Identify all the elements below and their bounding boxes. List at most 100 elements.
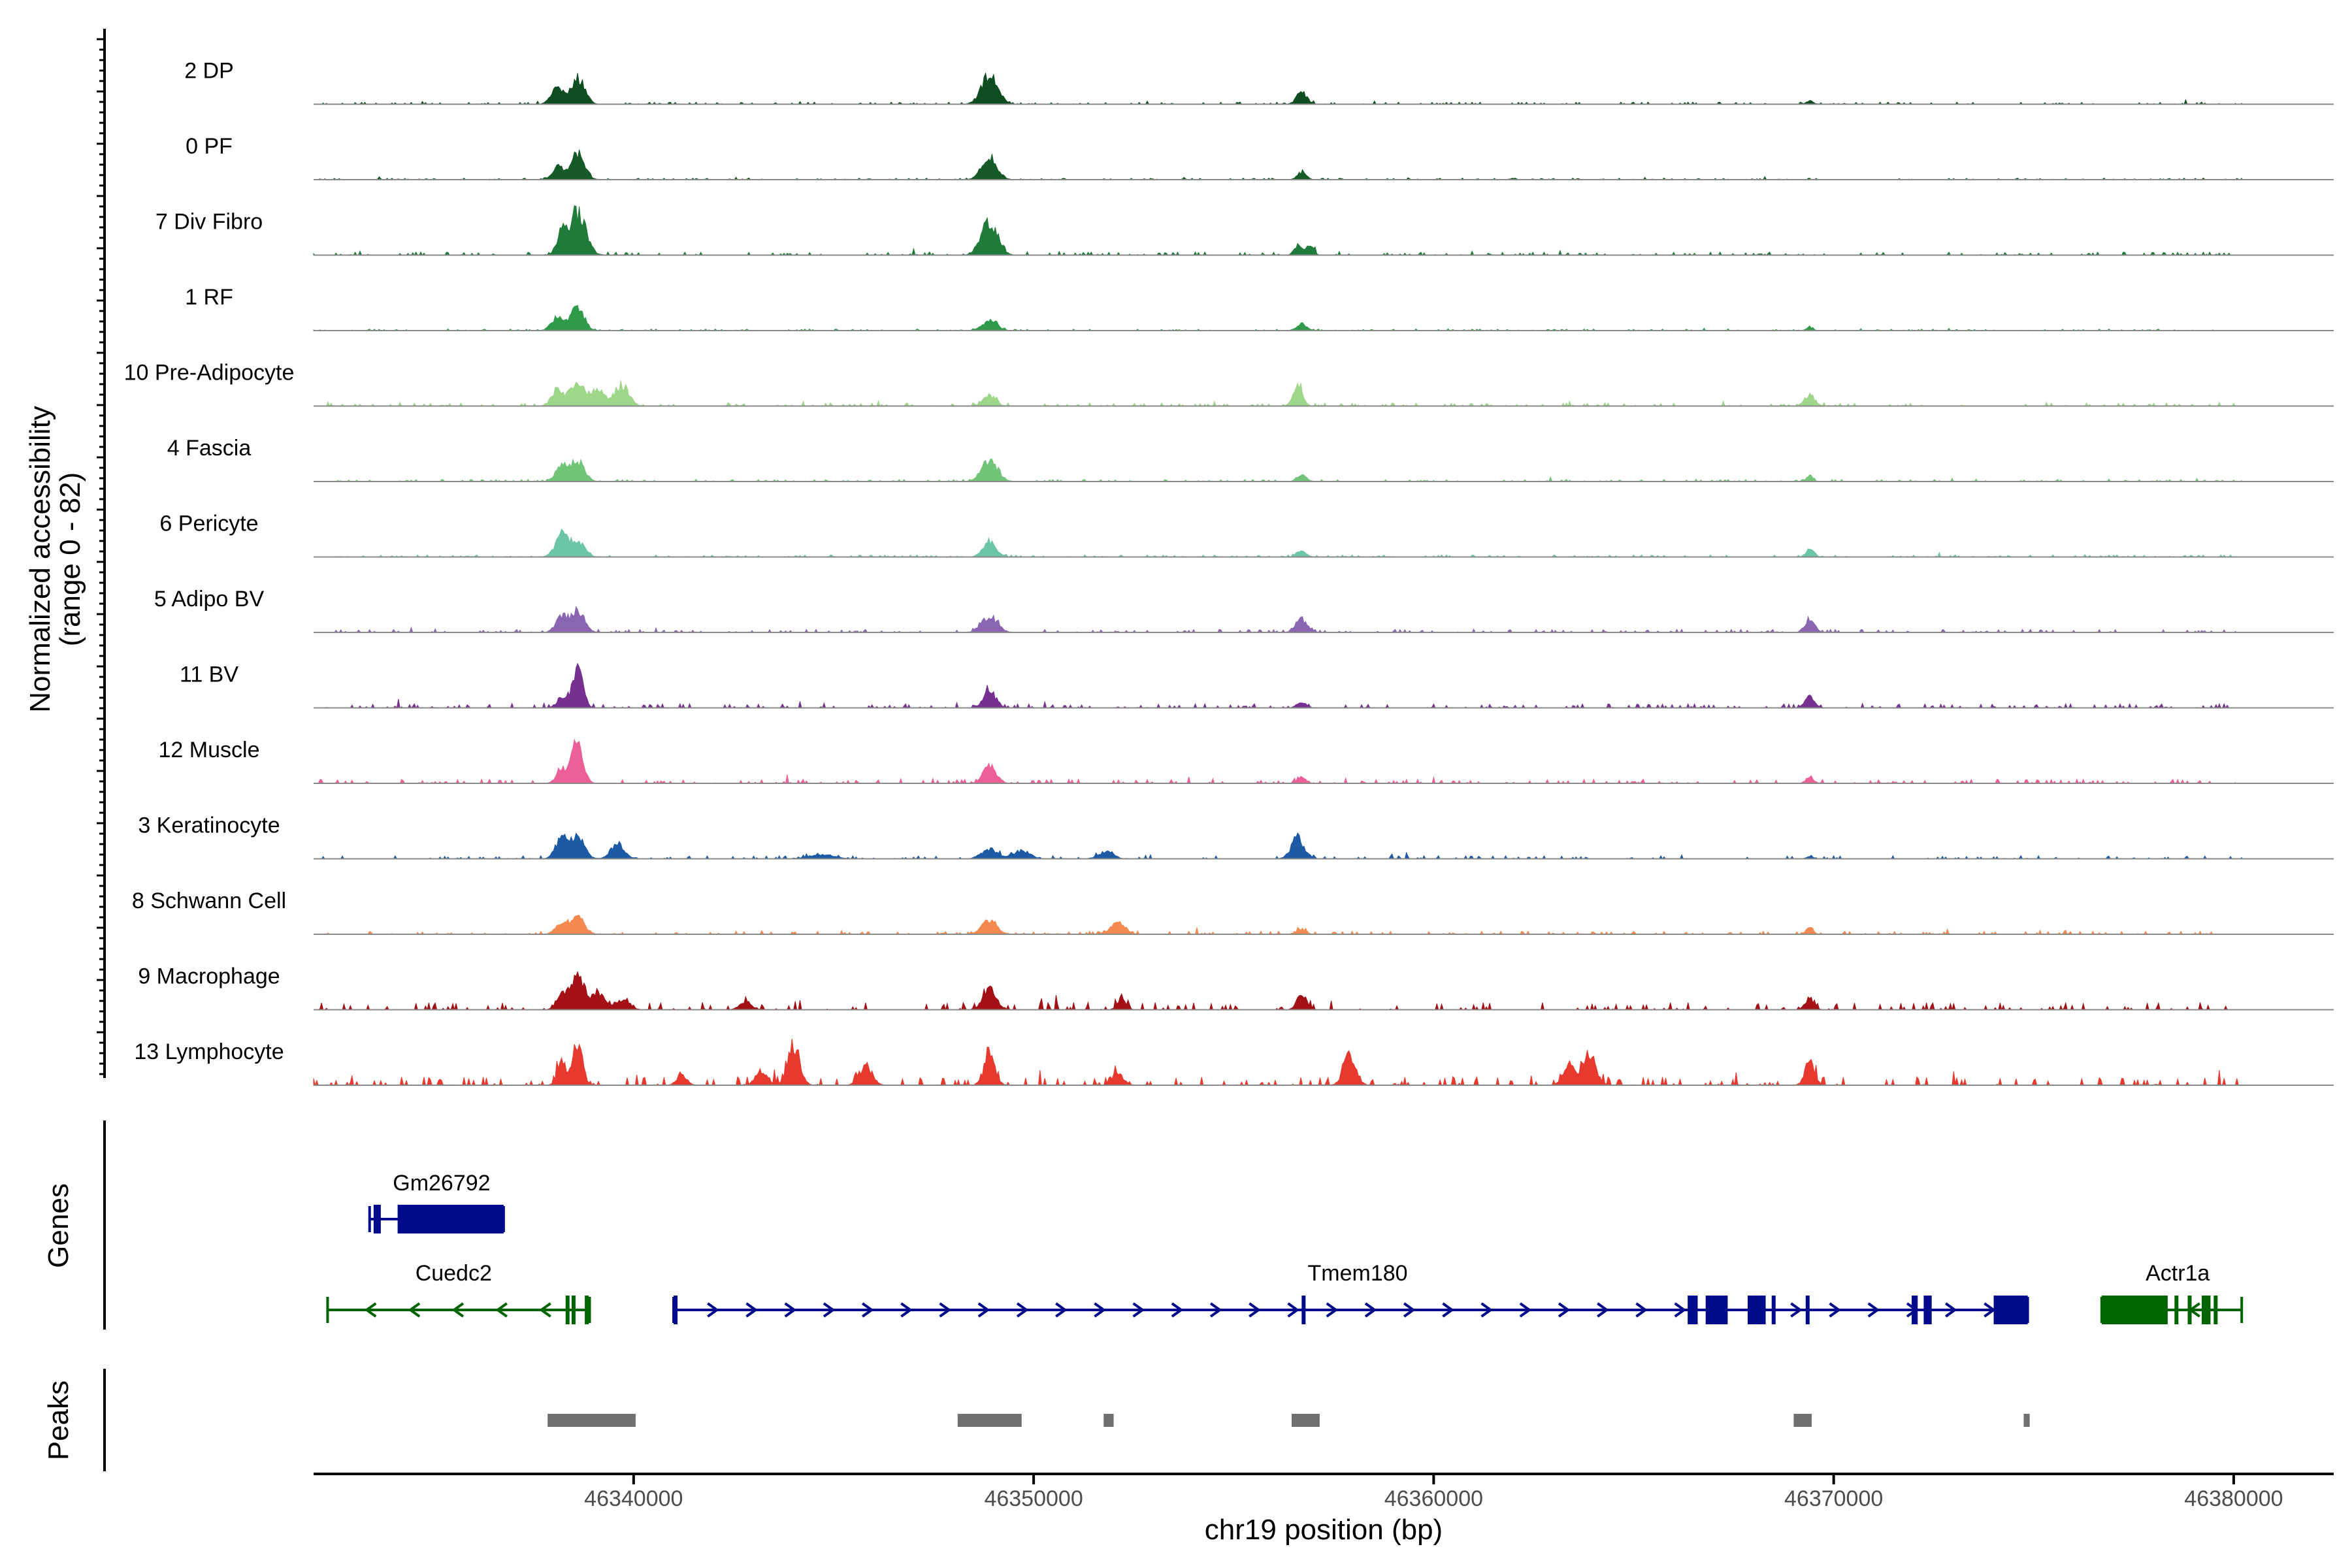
strand-arrow (1055, 1302, 1068, 1318)
exon (1993, 1296, 2028, 1324)
strand-arrow (1597, 1302, 1609, 1318)
track-10: 12 Muscle (159, 738, 2334, 785)
track-label: 5 Adipo BV (154, 587, 265, 612)
track-label: 7 Div Fibro (155, 210, 263, 235)
gene-cuedc2: Cuedc2 (326, 1261, 591, 1324)
gene-label: Cuedc2 (416, 1261, 492, 1286)
track-label: 13 Lymphocyte (134, 1039, 284, 1064)
x-tick-label: 46340000 (584, 1486, 683, 1511)
track-4: 1 RF (185, 285, 2334, 331)
strand-arrow (539, 1302, 551, 1318)
strand-arrow (1403, 1302, 1416, 1318)
peak-region (2023, 1414, 2030, 1427)
peaks-label: Peaks (42, 1380, 74, 1460)
strand-arrow (1326, 1302, 1339, 1318)
track-5: 10 Pre-Adipocyte (124, 361, 2334, 407)
strand-arrow (1519, 1302, 1532, 1318)
strand-arrow (364, 1302, 377, 1318)
track-label: 12 Muscle (159, 738, 260, 762)
strand-arrow (1287, 1302, 1299, 1318)
strand-arrow (408, 1302, 421, 1318)
exon (2213, 1296, 2218, 1324)
strand-arrow (1480, 1302, 1494, 1318)
peak-region (1292, 1414, 1320, 1427)
exon (1912, 1296, 1918, 1324)
track-14: 13 Lymphocyte (134, 1038, 2334, 1086)
exon (585, 1296, 589, 1324)
strand-arrow (1442, 1302, 1454, 1318)
gene-actr1a: Actr1a (2100, 1261, 2244, 1324)
strand-arrow (1674, 1302, 1687, 1318)
strand-arrow (1171, 1302, 1184, 1318)
x-tick-label: 46380000 (2184, 1486, 2283, 1511)
track-label: 1 RF (185, 285, 233, 310)
genes-label: Genes (42, 1183, 74, 1268)
track-2: 0 PF (186, 134, 2334, 180)
y-axis-label-line1: Normalized accessibility (24, 406, 56, 712)
track-3: 7 Div Fibro (155, 205, 2334, 256)
strand-arrow (1209, 1302, 1222, 1318)
strand-arrow (1094, 1302, 1106, 1318)
peak-region (957, 1414, 1022, 1427)
track-label: 8 Schwann Cell (132, 889, 286, 913)
gene-label: Tmem180 (1308, 1261, 1408, 1286)
track-8: 5 Adipo BV (154, 587, 2334, 633)
strand-arrow (1945, 1302, 1957, 1318)
track-1: 2 DP (184, 59, 2334, 105)
strand-arrow (823, 1302, 836, 1318)
exon (1923, 1296, 1932, 1324)
exon (571, 1296, 576, 1324)
exon (565, 1296, 570, 1324)
track-label: 2 DP (184, 59, 234, 84)
strand-arrow (1984, 1302, 1996, 1318)
exon (1805, 1296, 1810, 1324)
exon (2201, 1296, 2211, 1324)
exon (1705, 1296, 1728, 1324)
strand-arrow (1635, 1302, 1648, 1318)
genes-track: Gm26792 Cuedc2 Tmem180 Actr1a (326, 1171, 2244, 1324)
track-9: 11 BV (180, 662, 2334, 709)
exon (373, 1205, 381, 1233)
x-axis-label: chr19 position (bp) (1205, 1514, 1443, 1546)
gene-label: Actr1a (2146, 1261, 2210, 1286)
exon (1688, 1296, 1698, 1324)
exon (2187, 1296, 2192, 1324)
exon (674, 1296, 678, 1324)
gene-label: Gm26792 (393, 1171, 490, 1196)
peak-region (1103, 1414, 1114, 1427)
peak-region (547, 1414, 636, 1427)
strand-arrow (900, 1302, 913, 1318)
gene-gm26792: Gm26792 (368, 1171, 505, 1233)
exon (1301, 1296, 1306, 1324)
exon (1771, 1296, 1776, 1324)
x-tick-label: 46360000 (1384, 1486, 1483, 1511)
x-tick-label: 46350000 (984, 1486, 1083, 1511)
track-label: 6 Pericyte (159, 512, 258, 536)
exon (2101, 1296, 2168, 1324)
strand-arrow (784, 1302, 797, 1318)
strand-arrow (1829, 1302, 1841, 1318)
track-6: 4 Fascia (167, 436, 2334, 482)
exon (2174, 1296, 2179, 1324)
track-13: 9 Macrophage (138, 964, 2334, 1011)
track-label: 9 Macrophage (138, 964, 280, 989)
strand-arrow (1790, 1302, 1803, 1318)
gene-tmem180: Tmem180 (672, 1261, 2029, 1324)
strand-arrow (1558, 1302, 1571, 1318)
x-tick-label: 46370000 (1784, 1486, 1883, 1511)
track-label: 4 Fascia (167, 436, 252, 461)
strand-arrow (1132, 1302, 1145, 1318)
strand-arrow (1249, 1302, 1261, 1318)
track-label: 11 BV (180, 662, 238, 687)
track-11: 3 Keratinocyte (138, 813, 2334, 860)
peaks-track (547, 1414, 2030, 1427)
strand-arrow (745, 1302, 758, 1318)
strand-arrow (707, 1302, 719, 1318)
track-label: 10 Pre-Adipocyte (124, 361, 295, 385)
x-axis-ticks: 46340000 46350000 46360000 46370000 46380000 (584, 1474, 2283, 1511)
strand-arrow (1867, 1302, 1880, 1318)
y-axis-label-line2: (range 0 - 82) (54, 472, 86, 647)
track-label: 3 Keratinocyte (138, 813, 280, 838)
peak-region (1793, 1414, 1812, 1427)
